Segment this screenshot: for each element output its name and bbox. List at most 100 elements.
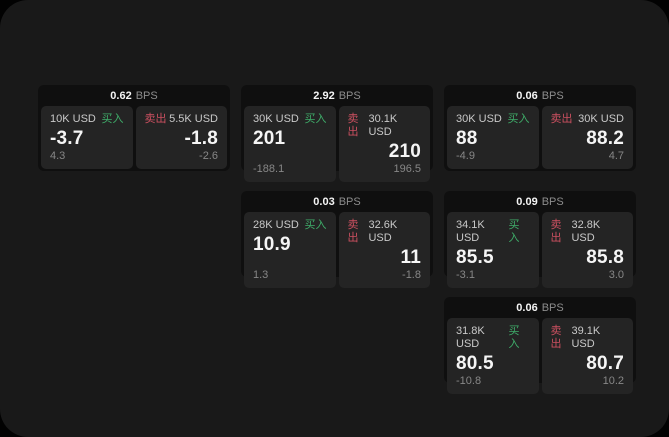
- sell-amount: 39.1K USD: [571, 325, 601, 350]
- sell-tag: 卖出: [550, 325, 562, 350]
- buy-tag: 买入: [508, 219, 520, 244]
- buy-tile[interactable]: 30K USD 买入 201 -188.1: [244, 106, 336, 182]
- buy-sell-panels: 28K USD 买入 10.9 1.3 卖出 32.6K USD 11 -1.8: [244, 212, 430, 288]
- buy-tag: 买入: [508, 325, 520, 350]
- card-bps-header: 0.03 BPS: [244, 194, 430, 211]
- buy-tile[interactable]: 31.8K USD 买入 80.5 -10.8: [447, 318, 539, 394]
- sell-tag: 卖出: [347, 113, 359, 138]
- sell-value: 85.8: [586, 247, 624, 268]
- buy-amount: 30K USD: [456, 113, 502, 125]
- buy-amount: 10K USD: [50, 113, 96, 125]
- sell-value: 88.2: [586, 128, 624, 149]
- sell-tag: 卖出: [550, 113, 573, 125]
- buy-sell-panels: 34.1K USD 买入 85.5 -3.1 卖出 32.8K USD 85.8…: [447, 212, 633, 288]
- sell-delta: 4.7: [608, 150, 624, 162]
- buy-label-row: 34.1K USD 买入: [456, 219, 530, 245]
- bps-value: 0.06: [516, 90, 538, 102]
- spread-card: 0.62 BPS 10K USD 买入 -3.7 4.3 卖出 5.5K USD: [38, 85, 230, 171]
- sell-label-row: 卖出 30K USD: [551, 113, 625, 126]
- card-bps-header: 0.62 BPS: [41, 88, 227, 105]
- sell-value: 210: [388, 141, 421, 162]
- bps-value: 0.09: [516, 196, 538, 208]
- sell-label-row: 卖出 30.1K USD: [348, 113, 422, 139]
- sell-label-row: 卖出 39.1K USD: [551, 325, 625, 351]
- buy-value: 88: [456, 128, 478, 149]
- buy-tag: 买入: [101, 113, 124, 125]
- buy-amount: 28K USD: [253, 219, 299, 231]
- sell-tile[interactable]: 卖出 30.1K USD 210 196.5: [338, 106, 430, 182]
- bps-unit-label: BPS: [135, 90, 158, 102]
- sell-amount: 5.5K USD: [169, 113, 218, 125]
- sell-amount: 32.6K USD: [368, 219, 398, 244]
- bps-value: 0.06: [516, 302, 538, 314]
- spread-cards-grid: 0.62 BPS 10K USD 买入 -3.7 4.3 卖出 5.5K USD: [38, 85, 636, 394]
- sell-tile[interactable]: 卖出 5.5K USD -1.8 -2.6: [135, 106, 227, 169]
- sell-delta: -2.6: [199, 150, 218, 162]
- buy-tile[interactable]: 30K USD 买入 88 -4.9: [447, 106, 539, 169]
- buy-sell-panels: 30K USD 买入 88 -4.9 卖出 30K USD 88.2 4.7: [447, 106, 633, 169]
- sell-value: 80.7: [586, 353, 624, 374]
- buy-delta: -4.9: [456, 150, 475, 162]
- buy-tag: 买入: [304, 219, 327, 231]
- spread-card: 0.06 BPS 31.8K USD 买入 80.5 -10.8 卖出 39.1…: [444, 297, 636, 394]
- card-bps-header: 2.92 BPS: [244, 88, 430, 105]
- buy-amount: 31.8K USD: [456, 325, 485, 350]
- buy-value: -3.7: [50, 128, 84, 149]
- bps-unit-label: BPS: [541, 196, 564, 208]
- buy-label-row: 28K USD 买入: [253, 219, 327, 232]
- sell-value: -1.8: [184, 128, 218, 149]
- sell-tag: 卖出: [347, 219, 359, 244]
- buy-delta: -10.8: [456, 375, 482, 387]
- buy-sell-panels: 30K USD 买入 201 -188.1 卖出 30.1K USD 210 1…: [244, 106, 430, 182]
- buy-sell-panels: 10K USD 买入 -3.7 4.3 卖出 5.5K USD -1.8 -2.…: [41, 106, 227, 169]
- sell-tag: 卖出: [550, 219, 562, 244]
- buy-sell-panels: 31.8K USD 买入 80.5 -10.8 卖出 39.1K USD 80.…: [447, 318, 633, 394]
- card-bps-header: 0.06 BPS: [447, 88, 633, 105]
- sell-amount: 32.8K USD: [571, 219, 601, 244]
- sell-label-row: 卖出 32.8K USD: [551, 219, 625, 245]
- sell-tile[interactable]: 卖出 39.1K USD 80.7 10.2: [541, 318, 633, 394]
- spread-card: 0.03 BPS 28K USD 买入 10.9 1.3 卖出 32.6K US…: [241, 191, 433, 288]
- buy-label-row: 30K USD 买入: [456, 113, 530, 126]
- bps-value: 0.03: [313, 196, 335, 208]
- sell-delta: 10.2: [602, 375, 624, 387]
- sell-delta: 3.0: [608, 269, 624, 281]
- buy-value: 10.9: [253, 234, 291, 255]
- buy-label-row: 30K USD 买入: [253, 113, 327, 126]
- sell-delta: -1.8: [402, 269, 421, 281]
- buy-tile[interactable]: 28K USD 买入 10.9 1.3: [244, 212, 336, 288]
- buy-tile[interactable]: 10K USD 买入 -3.7 4.3: [41, 106, 133, 169]
- sell-amount: 30.1K USD: [368, 113, 398, 138]
- buy-amount: 30K USD: [253, 113, 299, 125]
- sell-label-row: 卖出 5.5K USD: [145, 113, 219, 126]
- bps-value: 2.92: [313, 90, 335, 102]
- card-bps-header: 0.06 BPS: [447, 300, 633, 317]
- buy-delta: -3.1: [456, 269, 475, 281]
- sell-label-row: 卖出 32.6K USD: [348, 219, 422, 245]
- buy-label-row: 10K USD 买入: [50, 113, 124, 126]
- buy-value: 201: [253, 128, 286, 149]
- buy-value: 85.5: [456, 247, 494, 268]
- sell-tile[interactable]: 卖出 32.6K USD 11 -1.8: [338, 212, 430, 288]
- buy-tile[interactable]: 34.1K USD 买入 85.5 -3.1: [447, 212, 539, 288]
- spread-card: 0.09 BPS 34.1K USD 买入 85.5 -3.1 卖出 32.8K…: [444, 191, 636, 288]
- sell-amount: 30K USD: [578, 113, 624, 125]
- buy-delta: 4.3: [50, 150, 66, 162]
- card-bps-header: 0.09 BPS: [447, 194, 633, 211]
- buy-delta: -188.1: [253, 163, 285, 175]
- buy-delta: 1.3: [253, 269, 269, 281]
- spread-card: 0.06 BPS 30K USD 买入 88 -4.9 卖出 30K USD: [444, 85, 636, 171]
- sell-tile[interactable]: 卖出 30K USD 88.2 4.7: [541, 106, 633, 169]
- bps-value: 0.62: [110, 90, 132, 102]
- sell-tag: 卖出: [144, 113, 167, 125]
- bps-unit-label: BPS: [338, 196, 361, 208]
- bps-unit-label: BPS: [541, 302, 564, 314]
- spread-card: 2.92 BPS 30K USD 买入 201 -188.1 卖出 30.1K …: [241, 85, 433, 182]
- sell-tile[interactable]: 卖出 32.8K USD 85.8 3.0: [541, 212, 633, 288]
- sell-value: 11: [400, 247, 421, 268]
- buy-tag: 买入: [507, 113, 530, 125]
- bps-unit-label: BPS: [338, 90, 361, 102]
- buy-tag: 买入: [304, 113, 327, 125]
- buy-value: 80.5: [456, 353, 494, 374]
